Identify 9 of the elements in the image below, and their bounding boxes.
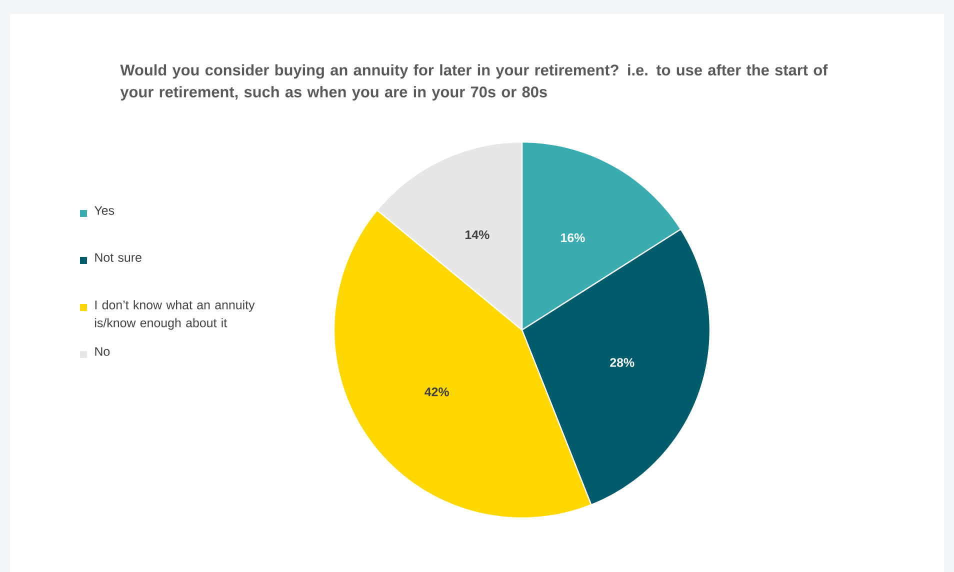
legend-label: Not sure bbox=[95, 253, 142, 262]
data-label: 28% bbox=[610, 358, 634, 367]
data-label: 14% bbox=[465, 230, 490, 240]
legend-label: Yes bbox=[94, 206, 114, 215]
chart-title: Would you consider buying an annuity for later in your retirement? i.e. to use after the start of your retirement, such as when you are in your 70s or 80s bbox=[120, 64, 828, 100]
legend-label: No bbox=[95, 347, 110, 356]
legend-label: I don’t know what an annuity is/know enough about it bbox=[95, 300, 255, 330]
data-label: 16% bbox=[561, 233, 585, 242]
data-label: 42% bbox=[424, 387, 449, 396]
